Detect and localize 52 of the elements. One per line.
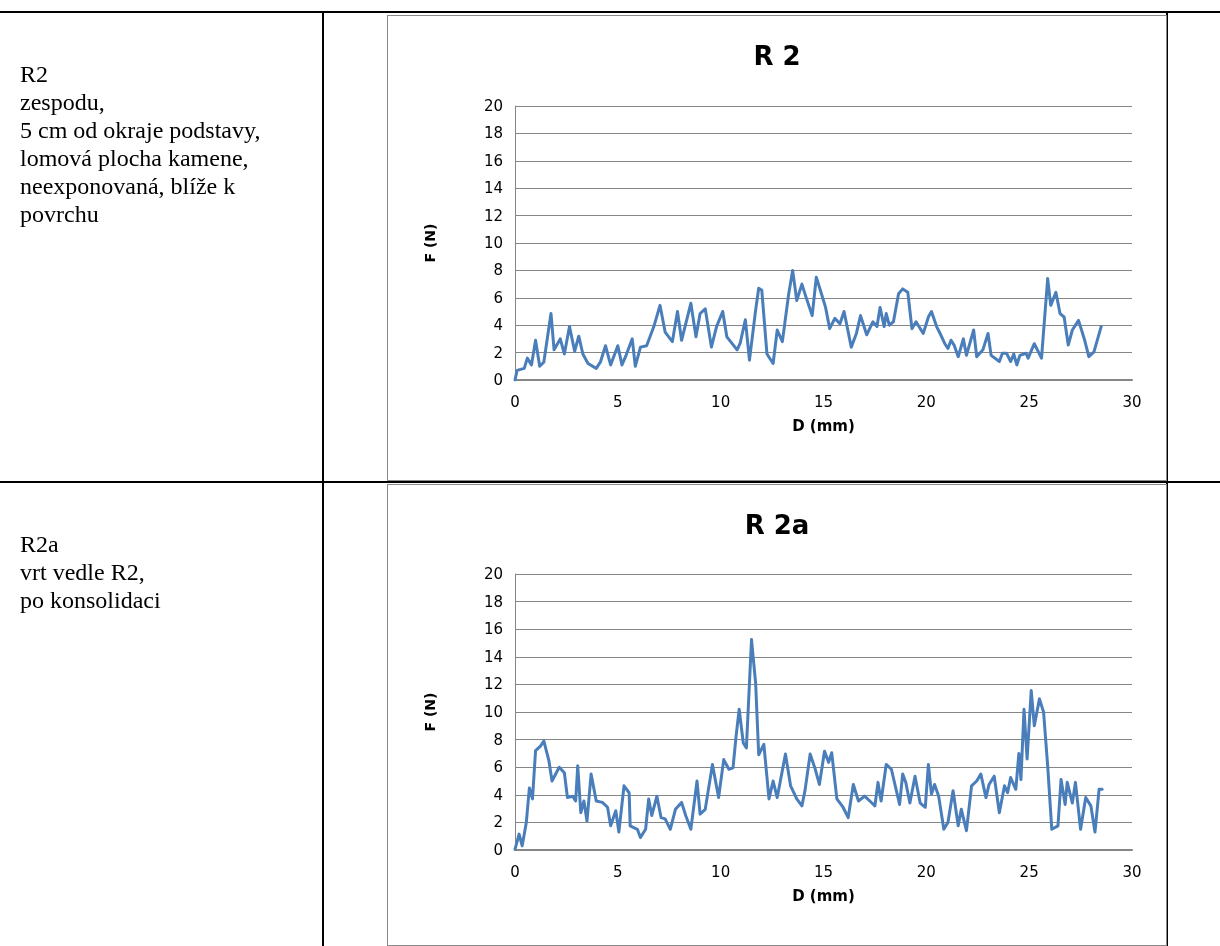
x-tick-label: 5 bbox=[613, 392, 623, 411]
text: R2 bbox=[20, 60, 49, 88]
y-tick-label: 0 bbox=[493, 841, 503, 859]
y-tick-label: 18 bbox=[483, 124, 503, 143]
chart-title: R 2 bbox=[753, 41, 801, 71]
y-tick-label: 4 bbox=[493, 785, 503, 804]
x-tick-label: 30 bbox=[1122, 862, 1142, 881]
y-tick-label: 8 bbox=[493, 730, 503, 749]
line-series bbox=[513, 638, 1104, 851]
y-tick-label: 20 bbox=[483, 565, 503, 583]
line-series bbox=[513, 268, 1103, 382]
y-tick-label: 16 bbox=[483, 620, 503, 639]
y-tick-label: 20 bbox=[483, 97, 503, 115]
x-tick-label: 25 bbox=[1019, 392, 1039, 411]
y-tick-label: 4 bbox=[493, 316, 503, 335]
x-tick-label: 0 bbox=[510, 862, 520, 881]
x-tick-label: 30 bbox=[1122, 392, 1142, 411]
y-tick-label: 8 bbox=[493, 261, 503, 280]
y-axis-title: F (N) bbox=[422, 223, 438, 263]
y-tick-label: 14 bbox=[483, 647, 503, 666]
x-tick-label: 10 bbox=[711, 862, 731, 881]
x-axis-title: D (mm) bbox=[792, 886, 855, 905]
y-tick-label: 12 bbox=[483, 675, 503, 694]
y-tick-label: 6 bbox=[493, 758, 503, 777]
text: 5 cm od okraje podstavy, bbox=[20, 116, 262, 144]
chart-title: R 2a bbox=[744, 510, 810, 540]
text: zespodu, bbox=[20, 88, 106, 116]
x-tick-label: 20 bbox=[916, 862, 936, 881]
text: po konsolidaci bbox=[20, 586, 162, 614]
x-tick-label: 15 bbox=[813, 862, 834, 881]
y-tick-label: 16 bbox=[483, 151, 503, 170]
y-tick-label: 12 bbox=[483, 206, 503, 225]
y-tick-label: 2 bbox=[493, 343, 503, 362]
y-tick-label: 2 bbox=[493, 813, 503, 832]
x-tick-label: 15 bbox=[813, 392, 834, 411]
y-tick-label: 18 bbox=[483, 592, 503, 611]
text: R2a bbox=[20, 530, 60, 558]
x-axis-title: D (mm) bbox=[792, 416, 855, 435]
x-tick-label: 20 bbox=[916, 392, 936, 411]
text: neexponovaná, blíže k povrchu bbox=[20, 172, 237, 228]
x-tick-label: 10 bbox=[711, 392, 731, 411]
y-tick-label: 10 bbox=[483, 234, 503, 252]
y-tick-label: 6 bbox=[493, 288, 503, 307]
text: vrt vedle R2, bbox=[20, 558, 146, 586]
text: lomová plocha kamene, bbox=[20, 144, 250, 172]
y-tick-label: 10 bbox=[483, 703, 503, 721]
x-tick-label: 5 bbox=[613, 862, 623, 881]
x-tick-label: 25 bbox=[1019, 862, 1039, 881]
y-tick-label: 14 bbox=[483, 179, 503, 198]
x-tick-label: 0 bbox=[510, 392, 520, 411]
y-axis-title: F (N) bbox=[422, 692, 438, 732]
y-tick-label: 0 bbox=[493, 371, 503, 389]
